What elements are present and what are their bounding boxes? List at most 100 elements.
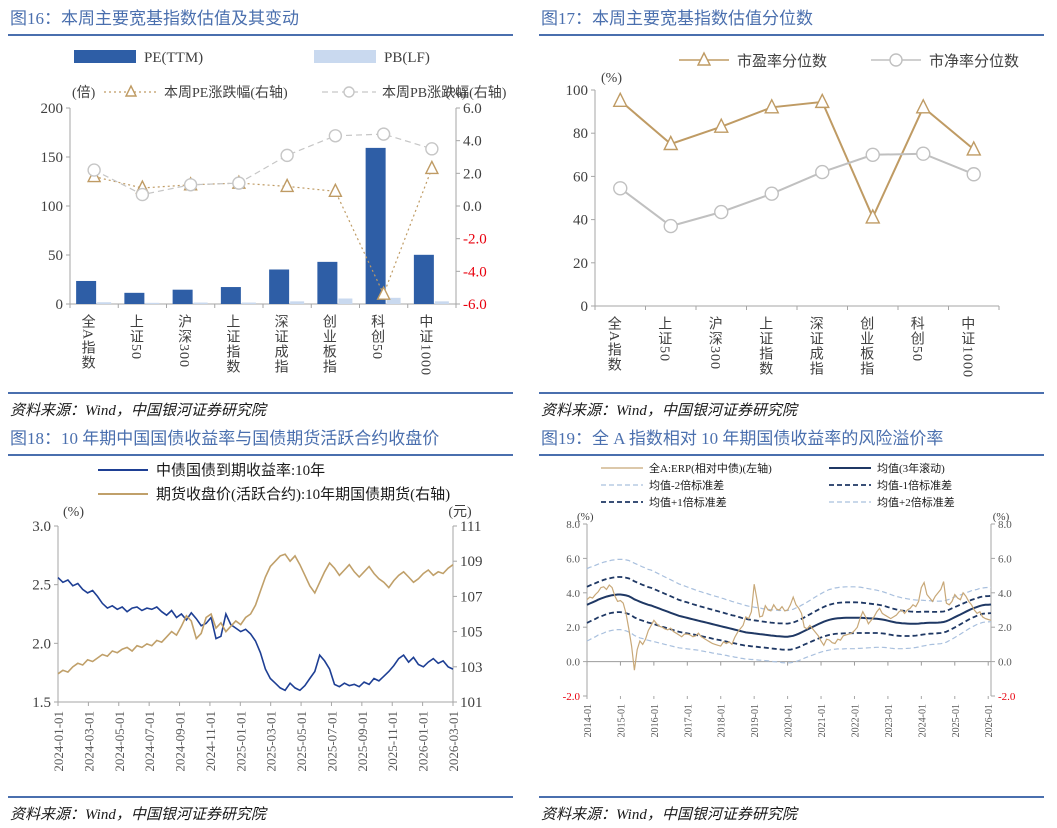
svg-text:100: 100: [566, 83, 589, 99]
panel-fig17: 图17：本周主要宽基指数估值分位数 市盈率分位数 市净率分位数 (%) 0 20 40 60…: [539, 6, 1044, 420]
svg-text:109: 109: [460, 554, 483, 570]
svg-text:均值+1倍标准差: 均值+1倍标准差: [649, 495, 727, 509]
fig17-source-divider: [539, 392, 1044, 394]
svg-text:80: 80: [573, 126, 588, 142]
svg-text:2025-01-01: 2025-01-01: [233, 711, 248, 772]
svg-text:全A指数: 全A指数: [80, 313, 96, 370]
svg-text:科创50: 科创50: [369, 314, 385, 360]
svg-text:2026-03-01: 2026-03-01: [446, 711, 461, 772]
svg-text:均值-2倍标准差: 均值-2倍标准差: [649, 478, 724, 492]
svg-text:2.0: 2.0: [32, 636, 51, 652]
panel-fig19: 图19：全 A 指数相对 10 年期国债收益率的风险溢价率 全A:ERP(相对中…: [539, 426, 1044, 824]
fig18-title-divider: [8, 454, 513, 456]
svg-text:2025-11-01: 2025-11-01: [385, 711, 400, 771]
svg-text:均值+2倍标准差: 均值+2倍标准差: [877, 495, 955, 509]
svg-text:2025-01: 2025-01: [951, 704, 962, 737]
svg-text:2024-01: 2024-01: [917, 704, 928, 737]
svg-text:上证指数: 上证指数: [757, 316, 773, 376]
svg-text:103: 103: [460, 660, 483, 676]
svg-text:200: 200: [41, 101, 64, 117]
fig18-source-note: 资料来源：Wind，中国银河证券研究院: [10, 807, 266, 823]
svg-text:105: 105: [460, 625, 483, 641]
svg-text:0.0: 0.0: [566, 657, 580, 669]
fig17-chart-area: 市盈率分位数 市净率分位数 (%) 0 20 40 60 80 100 全A指数 上证50 沪深300…: [539, 38, 1044, 391]
svg-text:2025-09-01: 2025-09-01: [355, 711, 370, 772]
fig19-chart-area: 全A:ERP(相对中债)(左轴) 均值(3年滚动) 均值-2倍标准差 均值-1倍标准差…: [539, 458, 1044, 795]
svg-text:2018-01: 2018-01: [717, 704, 728, 737]
svg-text:2026-01-01: 2026-01-01: [416, 711, 431, 772]
svg-text:科创50: 科创50: [909, 316, 925, 362]
svg-text:2023-01: 2023-01: [884, 704, 895, 737]
svg-text:100: 100: [41, 199, 64, 215]
svg-text:0.0: 0.0: [998, 657, 1012, 669]
fig19-title-divider: [539, 454, 1044, 456]
svg-text:(%): (%): [601, 71, 622, 86]
svg-text:2021-01: 2021-01: [817, 704, 828, 737]
svg-text:2020-01: 2020-01: [784, 704, 795, 737]
svg-text:(元): (元): [448, 505, 472, 520]
svg-text:2015-01: 2015-01: [616, 704, 627, 737]
svg-text:3.0: 3.0: [32, 519, 51, 535]
panel-fig18: 图18：10 年期中国国债收益率与国债期货活跃合约收盘价 中债国债到期收益率:1…: [8, 426, 513, 824]
svg-text:2025-05-01: 2025-05-01: [294, 711, 309, 772]
svg-text:2017-01: 2017-01: [683, 704, 694, 737]
svg-text:2.0: 2.0: [463, 166, 482, 182]
svg-text:6.0: 6.0: [998, 553, 1012, 565]
svg-text:4.0: 4.0: [998, 588, 1012, 600]
svg-text:沪深300: 沪深300: [707, 316, 723, 370]
svg-text:0: 0: [56, 297, 64, 313]
fig19-title: 图19：全 A 指数相对 10 年期国债收益率的风险溢价率: [541, 429, 944, 448]
svg-text:2024-01-01: 2024-01-01: [51, 711, 66, 772]
svg-text:2025-07-01: 2025-07-01: [324, 711, 339, 772]
svg-text:上证50: 上证50: [656, 316, 672, 362]
fig16-chart: PE(TTM) PB(LF) (倍) 本周PE涨跌幅(右轴) 本周PB涨跌幅(右轴)(%…: [41, 50, 507, 376]
svg-text:0.0: 0.0: [463, 199, 482, 215]
fig18-title: 图18：10 年期中国国债收益率与国债期货活跃合约收盘价: [10, 429, 440, 448]
svg-text:150: 150: [41, 150, 64, 166]
fig18-chart-area: 中债国债到期收益率:10年期货收盘价(活跃合约):10年期国债期货(右轴) (%)…: [8, 458, 513, 795]
fig17-title: 图17：本周主要宽基指数估值分位数: [541, 9, 813, 28]
svg-text:-6.0: -6.0: [463, 297, 487, 313]
fig16-title-divider: [8, 34, 513, 36]
svg-text:2025-03-01: 2025-03-01: [264, 711, 279, 772]
svg-text:40: 40: [573, 213, 588, 229]
svg-text:111: 111: [460, 519, 481, 535]
svg-text:深证成指: 深证成指: [808, 316, 824, 376]
fig18-source-divider: [8, 796, 513, 798]
fig17-source-note: 资料来源：Wind，中国银河证券研究院: [541, 403, 797, 419]
svg-text:2.0: 2.0: [998, 622, 1012, 634]
svg-text:创业板指: 创业板指: [321, 314, 337, 374]
svg-text:上证指数: 上证指数: [224, 314, 240, 374]
svg-text:20: 20: [573, 256, 588, 272]
svg-text:50: 50: [48, 248, 63, 264]
svg-text:市净率分位数: 市净率分位数: [929, 53, 1019, 70]
svg-text:(%): (%): [63, 505, 84, 520]
fig16-source-divider: [8, 392, 513, 394]
svg-text:中证1000: 中证1000: [959, 316, 975, 378]
svg-text:(倍): (倍): [72, 85, 96, 101]
svg-text:(%): (%): [993, 511, 1010, 523]
svg-text:2024-07-01: 2024-07-01: [142, 711, 157, 772]
svg-text:-2.0: -2.0: [463, 232, 487, 248]
svg-text:60: 60: [573, 169, 588, 185]
fig17-title-divider: [539, 34, 1044, 36]
svg-text:上证50: 上证50: [128, 314, 144, 360]
svg-text:均值-1倍标准差: 均值-1倍标准差: [877, 478, 952, 492]
svg-text:8.0: 8.0: [566, 519, 580, 531]
panel-fig16: 图16：本周主要宽基指数估值及其变动 PE(TTM) PB(LF) (倍) 本周PE涨…: [8, 6, 513, 420]
fig19-chart: 全A:ERP(相对中债)(左轴) 均值(3年滚动) 均值-2倍标准差 均值-1倍标准差…: [563, 461, 1016, 737]
svg-text:2.5: 2.5: [32, 578, 51, 594]
svg-text:沪深300: 沪深300: [176, 314, 192, 368]
svg-text:中债国债到期收益率:10年: 中债国债到期收益率:10年: [156, 462, 325, 479]
svg-text:2024-05-01: 2024-05-01: [112, 711, 127, 772]
svg-text:107: 107: [460, 589, 483, 605]
svg-text:全A:ERP(相对中债)(左轴): 全A:ERP(相对中债)(左轴): [649, 461, 772, 475]
svg-text:2024-09-01: 2024-09-01: [173, 711, 188, 772]
svg-text:深证成指: 深证成指: [273, 314, 289, 374]
fig17-chart: 市盈率分位数 市净率分位数 (%) 0 20 40 60 80 100 全A指数 上证50 沪深300…: [566, 51, 1019, 378]
svg-text:(%): (%): [577, 511, 594, 523]
svg-text:PE(TTM): PE(TTM): [144, 50, 203, 66]
fig19-source-note: 资料来源：Wind，中国银河证券研究院: [541, 807, 797, 823]
svg-text:期货收盘价(活跃合约):10年期国债期货(右轴): 期货收盘价(活跃合约):10年期国债期货(右轴): [156, 485, 450, 503]
